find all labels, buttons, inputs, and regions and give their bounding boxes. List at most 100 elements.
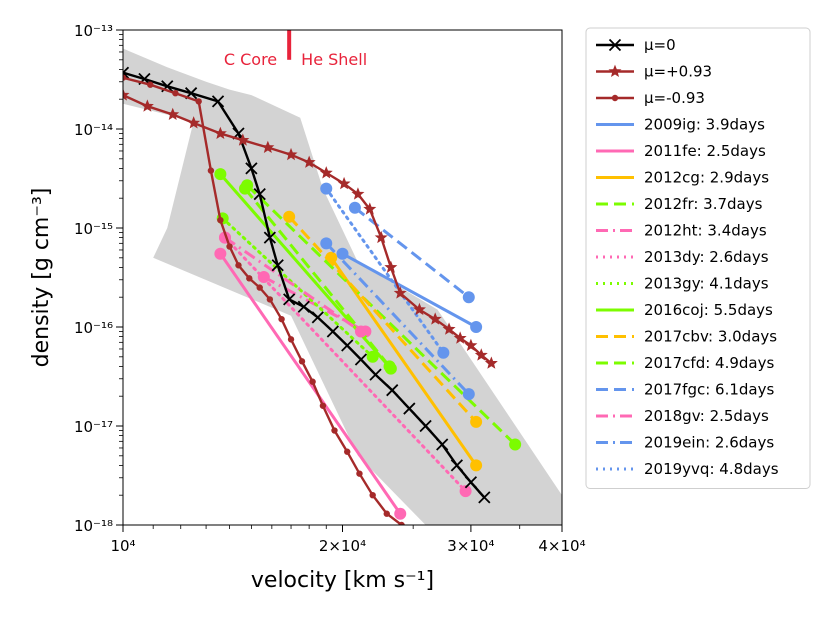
data-point: [302, 155, 316, 168]
series-line: [224, 236, 362, 333]
data-point: [217, 216, 224, 224]
data-point: [428, 312, 442, 325]
series-line: [325, 242, 470, 396]
series-5: [325, 251, 483, 472]
series-line: [221, 216, 375, 359]
data-point: [394, 507, 407, 520]
legend-label: 2016coj: 5.5days: [644, 301, 773, 319]
legend-entry: 2013dy: 2.6days: [596, 248, 769, 266]
data-point: [354, 353, 368, 366]
legend-entry: 2017cbv: 3.0days: [596, 328, 777, 346]
data-point: [309, 378, 316, 385]
legend-label: 2018gv: 2.5days: [644, 407, 769, 425]
data-point: [354, 325, 367, 338]
data-point: [271, 259, 284, 272]
data-point: [384, 260, 398, 273]
legend-swatch-marker: [608, 38, 622, 52]
data-point: [298, 358, 306, 365]
data-point: [283, 293, 296, 306]
data-point: [123, 66, 130, 79]
legend-entry: μ=+0.93: [596, 63, 712, 81]
series-12: [239, 182, 396, 373]
data-point: [412, 302, 426, 316]
data-point: [187, 116, 201, 129]
legend-entry: 2016coj: 5.5days: [596, 301, 773, 319]
legend-swatch-marker: [608, 64, 622, 78]
data-point: [470, 415, 483, 428]
data-point: [226, 243, 233, 250]
data-point: [172, 89, 179, 97]
data-point: [356, 470, 363, 477]
data-point: [261, 140, 275, 154]
y-tick-label: 10⁻¹⁸: [74, 517, 113, 535]
y-tick-label: 10⁻¹⁴: [74, 121, 113, 139]
legend-label: 2019ein: 2.6days: [644, 434, 774, 452]
data-point: [442, 322, 456, 335]
data-point: [213, 126, 227, 140]
data-point: [341, 339, 354, 352]
data-point: [253, 187, 266, 201]
data-point: [509, 438, 522, 451]
data-point: [214, 168, 227, 181]
data-point: [319, 166, 333, 179]
series-line: [288, 215, 478, 423]
data-point: [235, 262, 242, 269]
shaded-region: [123, 48, 562, 525]
data-point: [311, 311, 324, 324]
data-point: [320, 182, 333, 195]
data-point: [462, 388, 475, 401]
data-point: [256, 284, 263, 291]
legend-entry: μ=0: [596, 36, 676, 54]
series-1: [123, 88, 498, 369]
data-point: [278, 315, 285, 323]
data-point: [470, 459, 483, 472]
x-tick-label: 2×10⁴: [319, 537, 366, 555]
legend-entry: 2012cg: 2.9days: [596, 169, 769, 187]
x-tick-label: 3×10⁴: [447, 537, 494, 555]
series-line: [341, 252, 477, 329]
data-point: [436, 438, 449, 451]
y-axis-label: density [g cm⁻³]: [29, 188, 54, 368]
legend-label: 2017fgc: 6.1days: [644, 381, 774, 399]
series-15: [320, 237, 475, 401]
data-point: [453, 331, 467, 344]
y-tick-label: 10⁻¹⁷: [74, 418, 113, 436]
legend-entry: μ=-0.93: [596, 89, 705, 107]
annotation-he-shell: He Shell: [301, 50, 367, 69]
data-point: [266, 296, 274, 303]
legend-box: [585, 27, 811, 489]
data-point: [419, 419, 432, 433]
series-2: [123, 74, 405, 525]
data-point: [478, 491, 491, 504]
data-point: [283, 210, 296, 223]
legend-entry: 2013gy: 4.1days: [596, 275, 769, 293]
legend-entry: 2012fr: 3.7days: [596, 195, 763, 213]
series-11: [283, 210, 483, 428]
data-point: [246, 275, 253, 282]
data-point: [437, 346, 450, 359]
data-point: [369, 491, 376, 499]
data-point: [398, 521, 405, 525]
data-point: [337, 176, 351, 190]
series-line: [324, 187, 445, 355]
data-point: [462, 291, 475, 304]
series-line: [123, 76, 403, 525]
data-point: [239, 182, 252, 195]
data-point: [123, 88, 130, 101]
plot-area: C Core He Shell: [123, 30, 562, 525]
data-point: [166, 107, 180, 121]
data-point: [344, 448, 351, 455]
data-point: [326, 325, 339, 338]
data-point: [263, 231, 276, 244]
legend-label: 2011fe: 2.5days: [644, 142, 766, 160]
x-tick-label: 4×10⁴: [538, 537, 585, 555]
y-tick-label: 10⁻¹³: [74, 22, 113, 40]
legend-label: 2017cbv: 3.0days: [644, 328, 777, 346]
data-point: [403, 402, 416, 415]
data-point: [348, 201, 361, 214]
legend-entry: 2017cfd: 4.9days: [596, 354, 774, 372]
y-tick-label: 10⁻¹⁵: [74, 220, 113, 238]
data-point: [207, 167, 215, 174]
data-point: [245, 162, 258, 175]
